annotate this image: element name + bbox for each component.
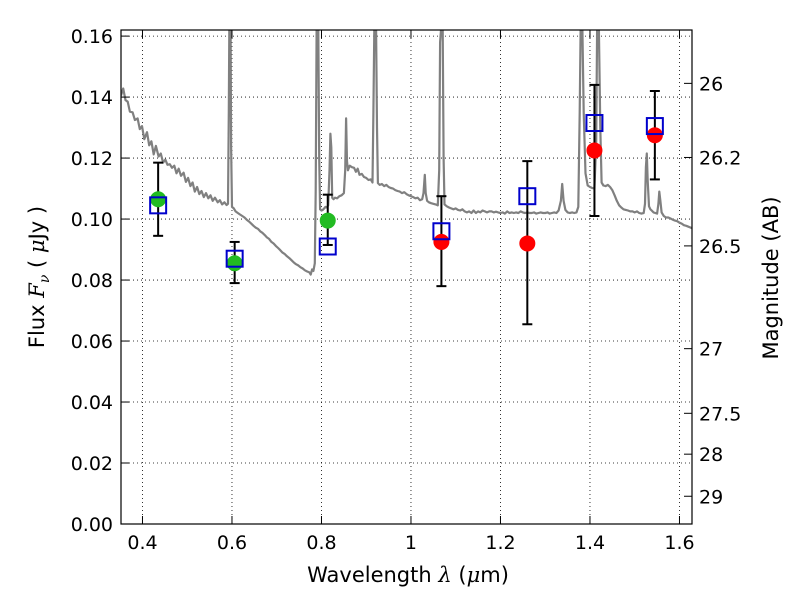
data-point <box>519 235 536 252</box>
data-point <box>150 191 167 208</box>
model-point <box>518 187 537 206</box>
model-point <box>225 249 244 268</box>
y-tick-label: 0.10 <box>71 209 113 231</box>
data-point <box>646 127 663 144</box>
data-point <box>319 212 336 229</box>
y-tick-label: 0.02 <box>71 453 113 475</box>
x-tick-label: 0.6 <box>217 532 247 554</box>
x-tick-label: 1 <box>405 532 417 554</box>
y-tick-label: 0.04 <box>71 392 113 414</box>
y2-tick-label: 27 <box>699 339 723 361</box>
model-point <box>585 114 604 133</box>
y2-tick-label: 28 <box>699 444 723 466</box>
model-point <box>645 117 664 136</box>
spectrum-line <box>121 30 692 276</box>
y-tick-label: 0.06 <box>71 331 113 353</box>
data-point <box>226 255 243 272</box>
y-tick-label: 0.12 <box>71 148 113 170</box>
y2-tick-label: 26 <box>699 73 723 95</box>
x-axis-title: Wavelength λ (μm) <box>307 563 509 587</box>
data-point <box>433 233 450 250</box>
axes <box>120 29 693 525</box>
model-point <box>432 222 451 241</box>
y2-axis-title: Magnitude (AB) <box>759 196 783 359</box>
x-tick-label: 0.4 <box>127 532 157 554</box>
plot-frame <box>120 29 693 525</box>
y-axis-title: Flux Fν ( μJy ) <box>25 206 53 348</box>
x-tick-label: 1.4 <box>575 532 605 554</box>
y-tick-label: 0.16 <box>71 26 113 48</box>
y2-tick-label: 29 <box>699 486 723 508</box>
y-tick-label: 0.14 <box>71 87 113 109</box>
y-tick-label: 0.08 <box>71 270 113 292</box>
y2-tick-label: 27.5 <box>699 403 741 425</box>
tick-labels: 0.4 0.6 0.8 1 1.2 1.4 1.6 0.00 0.02 0.04 0.06 0.08 0… <box>71 26 742 554</box>
y2-tick-label: 26.2 <box>699 147 741 169</box>
x-tick-label: 1.6 <box>664 532 694 554</box>
y2-tick-label: 26.5 <box>699 236 741 258</box>
photometry-points <box>149 114 664 272</box>
model-point <box>318 237 337 256</box>
model-spectrum <box>121 30 692 276</box>
data-point <box>586 142 603 159</box>
x-tick-label: 0.8 <box>306 532 336 554</box>
x-tick-label: 1.2 <box>485 532 515 554</box>
y-tick-label: 0.00 <box>71 514 113 536</box>
model-point <box>149 196 168 215</box>
